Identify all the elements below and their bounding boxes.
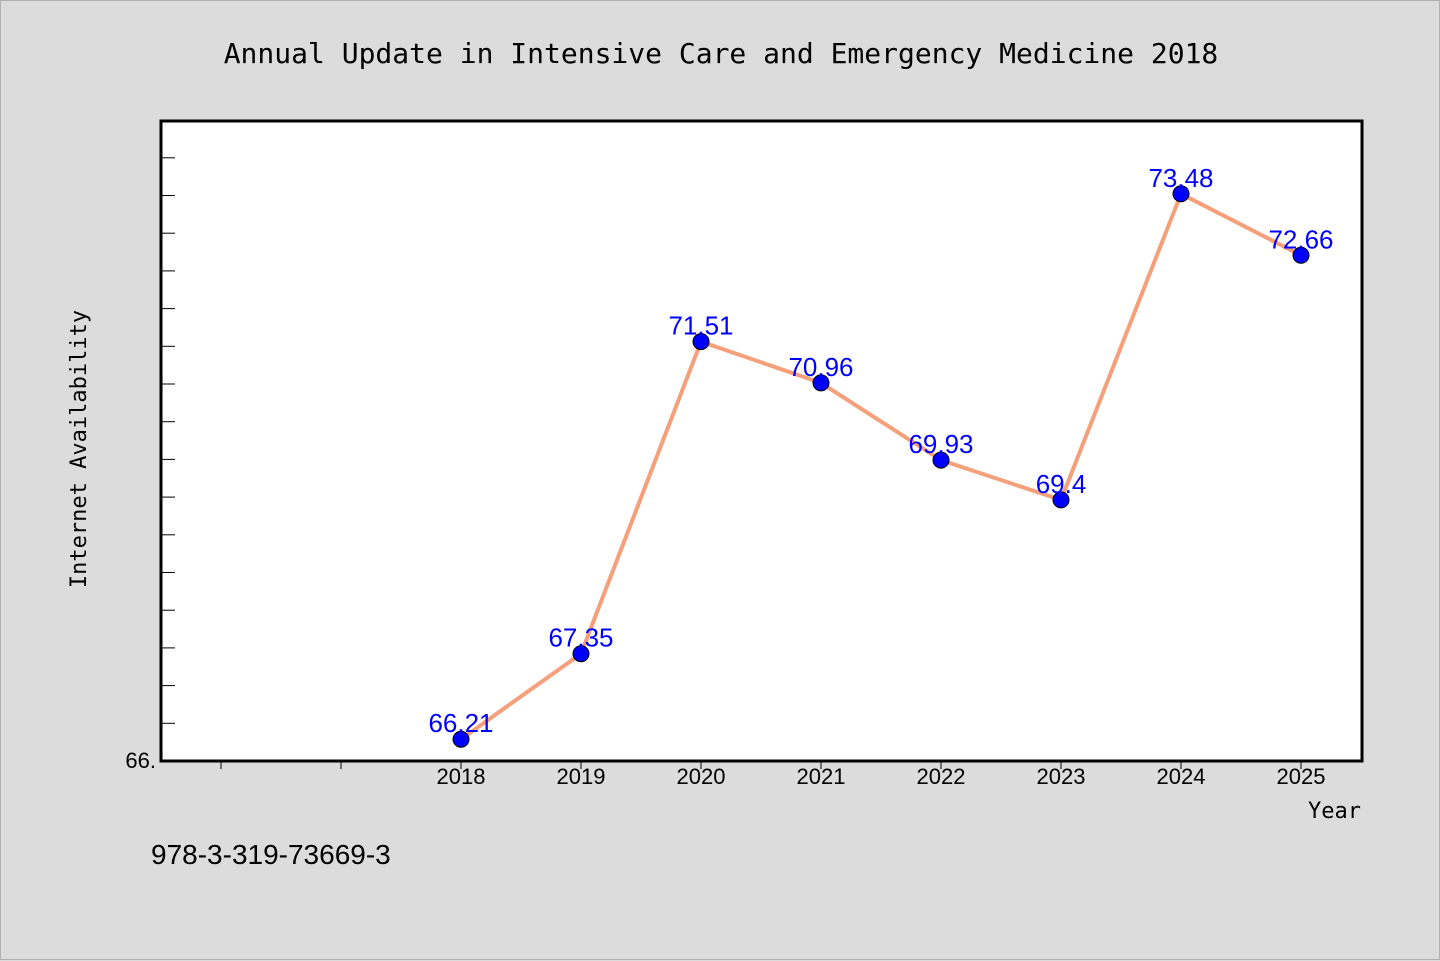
data-point [932,451,950,469]
data-point [812,374,830,392]
plot-area [159,119,1364,763]
series-line [459,191,1302,741]
data-point [452,730,470,748]
x-axis-label: Year [1308,799,1361,824]
data-label: 70.96 [788,352,853,382]
data-label: 72.66 [1268,224,1333,254]
chart-title: Annual Update in Intensive Care and Emer… [224,37,1219,70]
x-tick-label: 2020 [677,764,726,789]
data-label: 69.4 [1036,469,1087,499]
x-tick-label: 2019 [557,764,606,789]
x-tick-label: 2022 [917,764,966,789]
x-tick-label: 2025 [1277,764,1326,789]
y-axis-ticks [161,157,175,724]
data-label: 69.93 [908,429,973,459]
y-tick-label: 66. [125,748,156,773]
y-axis-label: Internet Availability [67,310,92,588]
data-point [1052,491,1070,509]
data-point [1292,246,1310,264]
x-tick-label: 2021 [797,764,846,789]
data-label: 73.48 [1148,163,1213,193]
x-tick-label: 2023 [1037,764,1086,789]
x-tick-label: 2024 [1157,764,1206,789]
x-axis-tick-labels: 2018 2019 2020 2021 2022 2023 2024 2025 [437,764,1326,789]
data-point [1172,185,1190,203]
data-labels-layer: 66.21 67.35 71.51 70.96 69.93 69.4 73.48 72.66 [428,163,1333,738]
data-label: 67.35 [548,623,613,653]
series-layer [452,185,1310,748]
data-point [692,333,710,351]
data-label: 66.21 [428,708,493,738]
data-label: 71.51 [668,311,733,341]
x-axis-ticks [220,761,1302,769]
isbn-footer: 978-3-319-73669-3 [151,839,391,870]
x-tick-label: 2018 [437,764,486,789]
data-point [572,645,590,663]
